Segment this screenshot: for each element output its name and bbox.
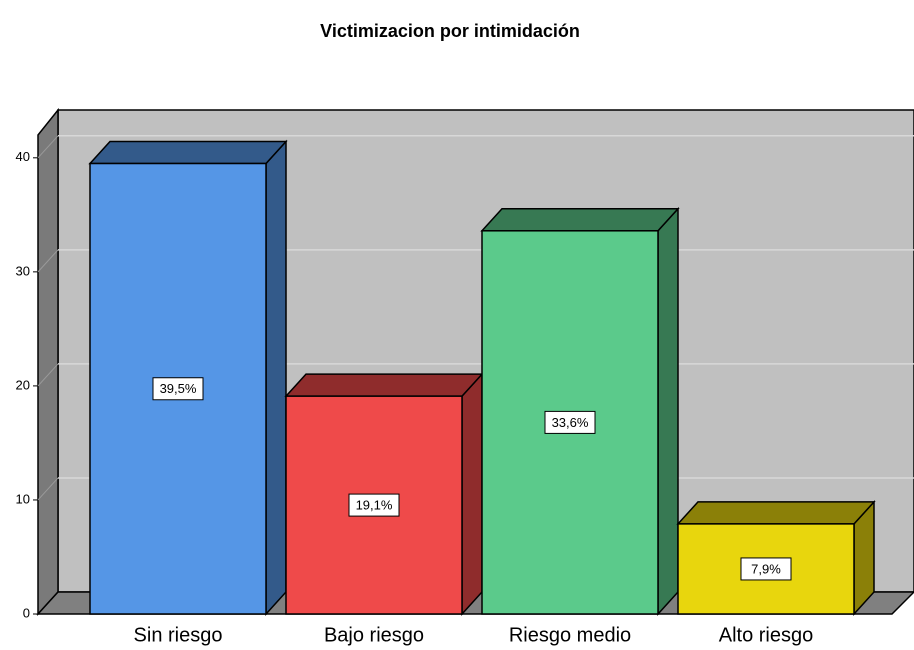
grid-line bbox=[37, 249, 59, 273]
y-tick-label: 10 bbox=[16, 491, 30, 506]
y-tick-label: 30 bbox=[16, 263, 30, 278]
bar-side bbox=[265, 139, 287, 616]
y-tick-label: 20 bbox=[16, 377, 30, 392]
x-tick-label: Alto riesgo bbox=[719, 624, 814, 646]
value-label: 7,9% bbox=[751, 561, 781, 576]
x-tick-label: Bajo riesgo bbox=[324, 624, 424, 646]
value-label-box bbox=[348, 493, 400, 517]
y-tick-label: 0 bbox=[23, 605, 30, 620]
bar-top bbox=[284, 373, 484, 397]
value-label: 19,1% bbox=[356, 498, 393, 513]
value-label: 33,6% bbox=[552, 415, 589, 430]
value-label-box bbox=[740, 557, 792, 581]
bar-top bbox=[480, 208, 680, 232]
grid-line bbox=[37, 135, 59, 159]
bar-top bbox=[676, 501, 876, 525]
chart-title: Victimizacion por intimidación bbox=[320, 21, 580, 41]
bar-top bbox=[88, 140, 288, 165]
left-wall bbox=[37, 107, 59, 616]
y-tick-label: 40 bbox=[16, 149, 30, 164]
value-label-box bbox=[544, 410, 596, 434]
x-tick-label: Riesgo medio bbox=[509, 624, 631, 646]
x-tick-label: Sin riesgo bbox=[134, 624, 223, 646]
value-label-box bbox=[152, 377, 204, 401]
value-label: 39,5% bbox=[160, 381, 197, 396]
bar-side bbox=[657, 206, 679, 616]
bar-side bbox=[461, 372, 483, 616]
grid-line bbox=[37, 363, 59, 387]
grid-line bbox=[37, 477, 59, 501]
